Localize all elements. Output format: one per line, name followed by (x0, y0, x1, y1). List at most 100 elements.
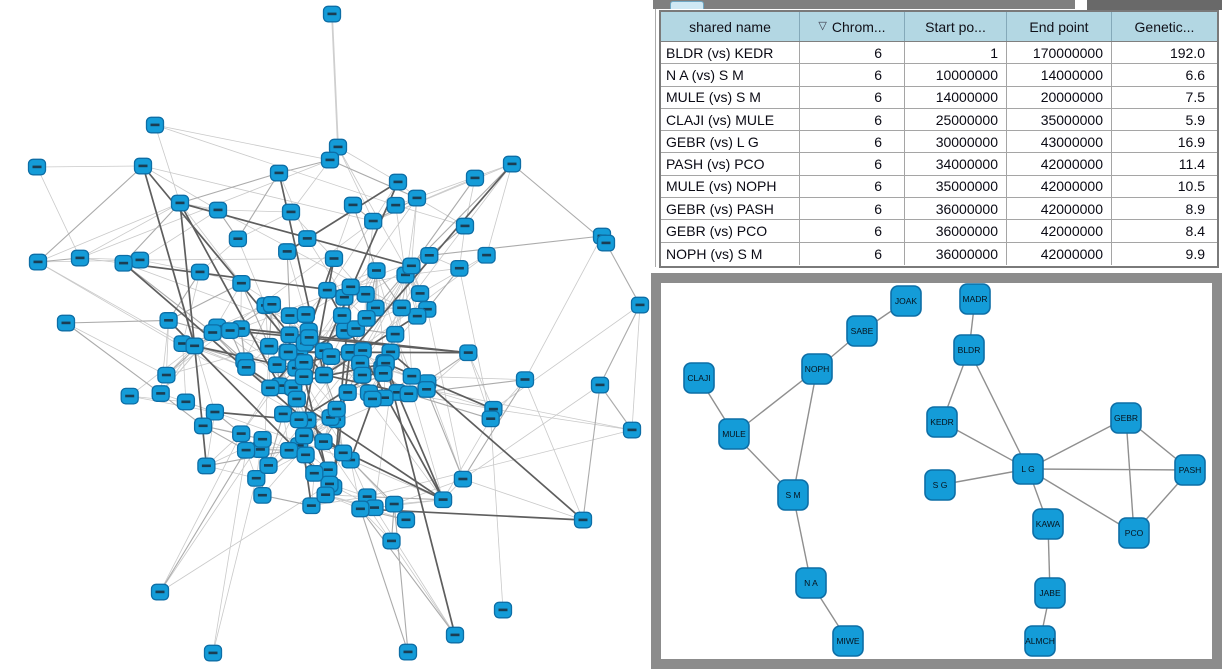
network-node[interactable] (477, 246, 496, 264)
network-node-mule[interactable]: MULE (718, 418, 750, 450)
network-node-gebr[interactable]: GEBR (1110, 402, 1142, 434)
network-node[interactable] (365, 499, 384, 517)
network-node[interactable] (274, 405, 293, 423)
network-node[interactable] (493, 601, 513, 619)
network-node[interactable] (399, 385, 418, 403)
network-node-l-g[interactable]: L G (1012, 453, 1044, 485)
network-node[interactable] (261, 379, 280, 397)
network-node[interactable] (232, 274, 251, 292)
network-node-kedr[interactable]: KEDR (926, 406, 958, 438)
network-node-bldr[interactable]: BLDR (953, 334, 985, 366)
network-node[interactable] (159, 312, 178, 329)
network-node-miwe[interactable]: MIWE (832, 625, 864, 657)
network-node[interactable] (145, 116, 165, 134)
network-node[interactable] (70, 249, 90, 267)
network-node[interactable] (515, 371, 535, 389)
network-node[interactable] (298, 230, 317, 247)
table-row[interactable]: CLAJI (vs) MULE 6 25000000 35000000 5.9 (661, 108, 1217, 132)
network-node[interactable] (157, 366, 176, 384)
network-node[interactable] (262, 296, 282, 313)
network-node[interactable] (190, 263, 210, 281)
network-node[interactable] (398, 643, 418, 661)
network-node[interactable] (300, 329, 319, 346)
network-node[interactable] (316, 486, 335, 504)
network-node[interactable] (302, 497, 321, 515)
network-node[interactable] (402, 257, 421, 275)
network-node[interactable] (56, 314, 76, 332)
network-node-pco[interactable]: PCO (1118, 517, 1150, 549)
network-node[interactable] (120, 387, 139, 405)
network-node[interactable] (445, 626, 465, 644)
network-node-jabe[interactable]: JABE (1034, 577, 1066, 609)
network-node[interactable] (130, 251, 150, 269)
table-row[interactable]: NOPH (vs) S M 6 36000000 42000000 9.9 (661, 242, 1217, 265)
network-node[interactable] (150, 583, 170, 601)
network-node[interactable] (205, 403, 225, 421)
table-tab-stub[interactable] (670, 1, 704, 9)
network-node[interactable] (324, 250, 344, 268)
network-node[interactable] (596, 234, 616, 252)
table-row[interactable]: GEBR (vs) L G 6 30000000 43000000 16.9 (661, 131, 1217, 154)
network-node[interactable] (318, 281, 337, 299)
network-node[interactable] (247, 469, 266, 487)
network-node[interactable] (294, 354, 314, 371)
table-row[interactable]: MULE (vs) NOPH 6 35000000 42000000 10.5 (661, 175, 1217, 199)
network-node[interactable] (133, 157, 153, 175)
network-node[interactable] (356, 285, 375, 303)
network-node[interactable] (386, 325, 405, 343)
strip-scroll-thumb[interactable] (1087, 0, 1222, 10)
network-node-s-g[interactable]: S G (924, 469, 956, 501)
network-node[interactable] (320, 151, 340, 169)
network-node-sabe[interactable]: SABE (846, 315, 878, 347)
network-node[interactable] (203, 324, 222, 342)
network-node-joak[interactable]: JOAK (890, 285, 922, 317)
network-node[interactable] (280, 307, 300, 325)
network-node[interactable] (590, 376, 610, 394)
network-node[interactable] (332, 307, 352, 325)
network-node[interactable] (450, 259, 469, 277)
network-node[interactable] (259, 337, 279, 355)
network-node[interactable] (281, 203, 301, 221)
network-node[interactable] (279, 343, 298, 361)
network-node[interactable] (353, 366, 372, 384)
column-header-shared-name[interactable]: shared name (661, 12, 800, 41)
network-node[interactable] (203, 644, 223, 662)
network-node[interactable] (197, 457, 216, 475)
network-node-almch[interactable]: ALMCH (1024, 625, 1056, 657)
network-node[interactable] (267, 356, 287, 374)
network-node[interactable] (573, 511, 593, 529)
network-node[interactable] (357, 309, 376, 327)
column-header-start-po[interactable]: Start po... (905, 12, 1007, 41)
network-node[interactable] (465, 169, 485, 187)
network-node[interactable] (459, 344, 478, 362)
network-node[interactable] (296, 306, 316, 323)
table-row[interactable]: PASH (vs) PCO 6 34000000 42000000 11.4 (661, 153, 1217, 176)
table-row[interactable]: N A (vs) S M 6 10000000 14000000 6.6 (661, 64, 1217, 87)
network-node[interactable] (433, 491, 453, 509)
network-node[interactable] (408, 307, 427, 325)
network-node[interactable] (237, 359, 256, 376)
network-node[interactable] (296, 446, 315, 464)
network-node[interactable] (630, 296, 650, 314)
network-node[interactable] (328, 138, 348, 156)
table-row[interactable]: GEBR (vs) PASH 6 36000000 42000000 8.9 (661, 198, 1217, 221)
network-node[interactable] (334, 444, 353, 462)
network-node[interactable] (402, 367, 421, 385)
network-node[interactable] (305, 464, 324, 482)
network-node[interactable] (455, 217, 475, 235)
network-node-kawa[interactable]: KAWA (1032, 508, 1064, 540)
network-node[interactable] (453, 470, 473, 488)
network-node[interactable] (236, 441, 256, 459)
network-node[interactable] (407, 189, 427, 207)
network-node[interactable] (27, 158, 47, 176)
large-network-canvas[interactable] (0, 0, 653, 669)
network-node[interactable] (193, 417, 213, 435)
network-node[interactable] (259, 457, 278, 474)
network-node-s-m[interactable]: S M (777, 479, 809, 511)
network-node[interactable] (351, 500, 370, 518)
network-node[interactable] (278, 243, 297, 260)
table-row[interactable]: GEBR (vs) PCO 6 36000000 42000000 8.4 (661, 220, 1217, 243)
network-node[interactable] (502, 155, 522, 173)
network-node[interactable] (208, 201, 228, 219)
network-node[interactable] (386, 196, 405, 214)
